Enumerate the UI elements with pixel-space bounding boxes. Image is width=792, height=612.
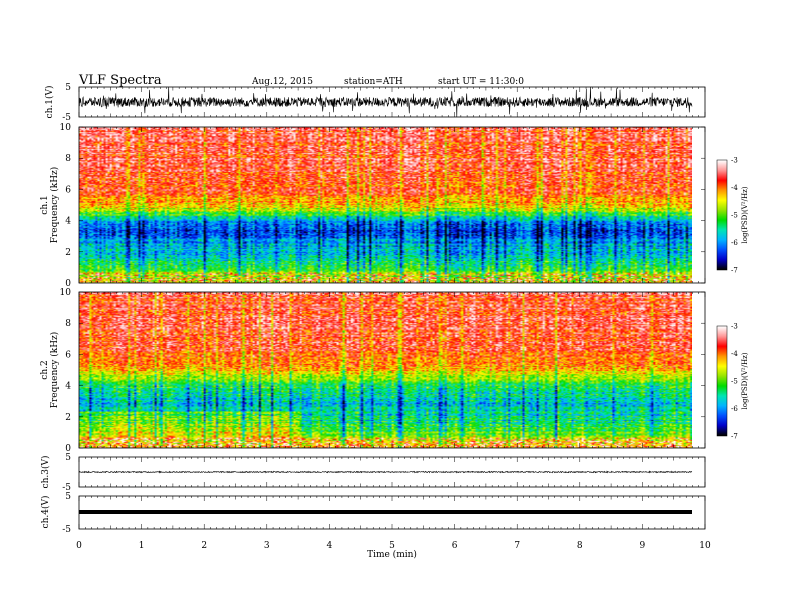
ch2-frequency-ylabel: Frequency (kHz) bbox=[49, 332, 60, 409]
ch2-colorbar-tick--4: -4 bbox=[731, 350, 738, 358]
ch1-colorbar-tick--4: -4 bbox=[731, 184, 738, 192]
start-time-label: start UT = 11:30:0 bbox=[438, 77, 524, 87]
ch2-colorbar bbox=[717, 326, 727, 436]
ch2-ytick-4: 4 bbox=[65, 382, 71, 392]
time-tick-label-8: 8 bbox=[577, 541, 583, 551]
ch1-waveform-ylabel: ch.1(V) bbox=[44, 86, 55, 119]
time-tick-label-5: 5 bbox=[389, 541, 395, 551]
ch1-spectrogram-image bbox=[79, 127, 692, 283]
ch2-ytick-8: 8 bbox=[65, 319, 71, 329]
ch2-ytick-2: 2 bbox=[65, 413, 71, 423]
panel-tick-marks bbox=[78, 87, 706, 529]
ch1-channel-label: ch.1 bbox=[40, 195, 50, 214]
ch1-waveform-trace bbox=[78, 86, 693, 118]
time-tick-label-0: 0 bbox=[76, 541, 82, 551]
ch2-colorbar-tick--5: -5 bbox=[731, 378, 738, 386]
ch2-channel-label: ch.2 bbox=[40, 360, 50, 379]
time-tick-label-1: 1 bbox=[139, 541, 145, 551]
date-label: Aug.12, 2015 bbox=[251, 77, 313, 87]
ch1-colorbar-tick--7: -7 bbox=[731, 267, 738, 275]
ch4-ytick-top: 5 bbox=[65, 492, 71, 502]
ch1-waveform-panel: 5 -5 ch.1(V) bbox=[44, 83, 706, 123]
time-tick-label-7: 7 bbox=[514, 541, 520, 551]
ch2-colorbar-frame bbox=[716, 325, 728, 437]
ch2-ytick-10: 10 bbox=[60, 288, 72, 298]
ch3-waveform-panel: 5 -5 ch.3(V) bbox=[40, 453, 706, 493]
ch1-colorbar-tick--3: -3 bbox=[731, 157, 738, 165]
ch4-waveform-trace bbox=[79, 510, 692, 514]
ch3-ytick-top: 5 bbox=[65, 453, 71, 463]
ch4-ytick-bottom: -5 bbox=[62, 525, 71, 535]
time-axis: 0 1 2 3 4 5 6 7 8 9 10 bbox=[76, 541, 711, 551]
ch1-ytick-10: 10 bbox=[60, 123, 72, 133]
ch1-ytick-0: 0 bbox=[65, 279, 71, 289]
time-tick-label-2: 2 bbox=[201, 541, 207, 551]
ch1-frequency-ylabel: Frequency (kHz) bbox=[49, 167, 60, 244]
ch2-colorbar-tick--6: -6 bbox=[731, 405, 738, 413]
ch1-ytick-2: 2 bbox=[65, 248, 71, 258]
ch1-ytick-8: 8 bbox=[65, 154, 71, 164]
ch1-colorbar-frame bbox=[716, 159, 728, 271]
time-tick-label-3: 3 bbox=[264, 541, 270, 551]
ch3-ytick-bottom: -5 bbox=[62, 483, 71, 493]
figure-title: VLF Spectra bbox=[78, 73, 162, 88]
ch3-waveform-ylabel: ch.3(V) bbox=[40, 456, 51, 489]
ch2-ytick-6: 6 bbox=[65, 350, 71, 360]
time-axis-label: Time (min) bbox=[367, 549, 417, 560]
ch1-colorbar-label: log(PSD)(V²/Hz) bbox=[741, 186, 749, 243]
ch2-colorbar-tick--7: -7 bbox=[731, 433, 738, 441]
ch1-ytick-bottom: -5 bbox=[62, 113, 71, 123]
ch4-waveform-ylabel: ch.4(V) bbox=[40, 496, 51, 529]
ch1-ytick-top: 5 bbox=[65, 83, 71, 93]
ch1-ytick-6: 6 bbox=[65, 185, 71, 195]
ch4-waveform-panel: 5 -5 ch.4(V) bbox=[40, 492, 706, 535]
ch3-waveform-trace bbox=[78, 470, 693, 474]
station-label: station=ATH bbox=[344, 77, 403, 87]
ch1-colorbar bbox=[717, 160, 727, 270]
ch2-colorbar-tick--3: -3 bbox=[731, 323, 738, 331]
ch1-colorbar-tick--5: -5 bbox=[731, 212, 738, 220]
ch1-ytick-4: 4 bbox=[65, 217, 71, 227]
ch2-ytick-0: 0 bbox=[65, 444, 71, 454]
ch1-colorbar-tick--6: -6 bbox=[731, 239, 738, 247]
ch2-colorbar-label: log(PSD)(V²/Hz) bbox=[741, 352, 749, 409]
time-tick-label-6: 6 bbox=[452, 541, 458, 551]
ch2-spectrogram-image bbox=[79, 292, 692, 448]
time-tick-label-9: 9 bbox=[640, 541, 646, 551]
time-tick-label-10: 10 bbox=[699, 541, 711, 551]
time-tick-label-4: 4 bbox=[327, 541, 333, 551]
